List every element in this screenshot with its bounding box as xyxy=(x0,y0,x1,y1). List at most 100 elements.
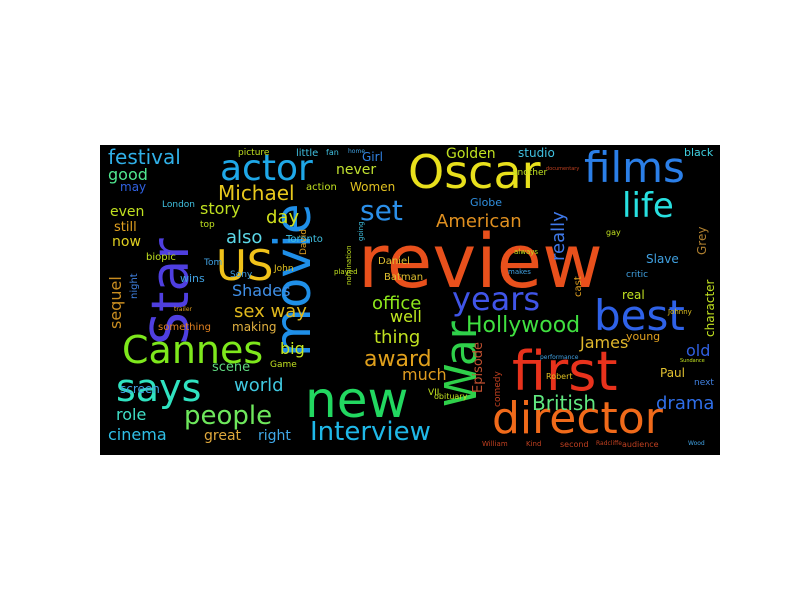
word-director: director xyxy=(492,393,663,444)
word-johnny: Johnny xyxy=(668,308,692,316)
word-michael: Michael xyxy=(218,181,295,205)
word-years: years xyxy=(452,280,541,318)
word-making: making xyxy=(232,320,277,334)
word-drama: drama xyxy=(656,393,715,414)
word-kind: Kind xyxy=(526,440,542,448)
word-never: never xyxy=(336,162,377,178)
word-another: another xyxy=(512,168,548,178)
word-interview: Interview xyxy=(310,417,431,447)
word-women: Women xyxy=(350,180,396,194)
word-black: black xyxy=(684,146,714,159)
word-first: first xyxy=(512,340,618,403)
word-fan: fan xyxy=(326,148,339,157)
word-now: now xyxy=(112,234,141,250)
word-game: Game xyxy=(270,360,297,370)
word-tom: Tom xyxy=(204,258,223,268)
word-sex-way: sex way xyxy=(234,301,307,322)
word-scene: scene xyxy=(212,360,251,375)
word-well: well xyxy=(390,307,422,326)
word-life: life xyxy=(622,186,674,226)
word-sequel: sequel xyxy=(106,276,125,329)
word-cinema: cinema xyxy=(108,425,167,444)
word-james: James xyxy=(580,333,629,352)
word-american: American xyxy=(436,211,522,232)
word-shades: Shades xyxy=(232,281,291,300)
word-played: played xyxy=(334,268,358,276)
word-action: action xyxy=(306,182,337,193)
word-much: much xyxy=(402,365,447,384)
word-golden: Golden xyxy=(446,146,496,162)
word-top: top xyxy=(200,220,215,230)
word-trailer: trailer xyxy=(174,306,192,313)
word-british: British xyxy=(532,391,596,415)
word-audience: audience xyxy=(622,440,659,449)
word-globe: Globe xyxy=(470,196,503,209)
word-night: night xyxy=(129,273,140,299)
word-cast: cast xyxy=(573,276,584,297)
word-william: William xyxy=(482,440,508,448)
word-batman: Batman xyxy=(384,272,424,283)
word-critic: critic xyxy=(626,270,649,280)
word-daniel: Daniel xyxy=(378,256,410,267)
word-actor: actor xyxy=(220,148,313,189)
word-set: set xyxy=(360,194,403,227)
word-day: day xyxy=(266,207,300,228)
word-great: great xyxy=(204,428,242,444)
word-always: always xyxy=(514,248,539,256)
word-new: new xyxy=(305,371,409,429)
word-young: young xyxy=(626,330,661,343)
word-makes: makes xyxy=(508,268,531,276)
word-biopic: biopic xyxy=(146,252,176,263)
word-hollywood: Hollywood xyxy=(466,313,581,338)
word-something: something xyxy=(158,322,211,333)
word-us: US xyxy=(216,241,274,290)
word-performance: performance xyxy=(540,354,579,361)
word-radcliffe: Radcliffe xyxy=(596,440,622,447)
word-girl: Girl xyxy=(362,150,383,164)
word-wins: wins xyxy=(180,272,205,285)
word-role: role xyxy=(116,405,147,424)
word-still: still xyxy=(114,220,137,235)
word-good: good xyxy=(108,165,148,184)
word-may: may xyxy=(120,180,147,194)
word-london: London xyxy=(162,200,195,210)
word-right: right xyxy=(258,428,291,444)
word-people: people xyxy=(184,401,273,431)
word-sundance: Sundance xyxy=(680,358,705,364)
word-cannes: Cannes xyxy=(122,328,264,372)
word-john: John xyxy=(274,264,294,274)
word-screen: screen xyxy=(120,382,160,396)
word-world: world xyxy=(234,375,284,396)
word-home: home xyxy=(348,148,366,155)
word-old: old xyxy=(686,341,711,360)
word-going: going xyxy=(357,221,365,241)
word-best: best xyxy=(594,291,685,340)
word-picture: picture xyxy=(238,148,270,158)
word-david: David xyxy=(299,229,309,255)
word-character: character xyxy=(703,279,717,337)
word-robert: Robert xyxy=(546,372,573,381)
word-little: little xyxy=(296,148,319,159)
word-grey: Grey xyxy=(695,226,709,255)
word-films: films xyxy=(584,145,685,192)
word-office: office xyxy=(372,293,422,314)
word-big: big xyxy=(280,339,305,358)
word-really: really xyxy=(548,211,569,261)
word-says: says xyxy=(116,366,202,410)
word-next: next xyxy=(694,378,714,388)
word-story: story xyxy=(200,199,241,218)
word-nomination: nomination xyxy=(345,245,353,285)
word-award: award xyxy=(364,347,432,372)
word-review: review xyxy=(358,219,603,305)
word-second: second xyxy=(560,440,589,449)
word-wood: Wood xyxy=(688,440,705,447)
word-comedy: comedy xyxy=(493,371,503,407)
word-also: also xyxy=(226,227,263,248)
word-paul: Paul xyxy=(660,366,685,380)
word-thing: thing xyxy=(374,327,421,348)
word-obituary: obituary xyxy=(434,392,468,401)
word-even: even xyxy=(110,204,145,220)
word-episode: Episode xyxy=(471,341,486,393)
word-sony: Sony xyxy=(230,270,253,280)
word-gay: gay xyxy=(606,228,621,237)
